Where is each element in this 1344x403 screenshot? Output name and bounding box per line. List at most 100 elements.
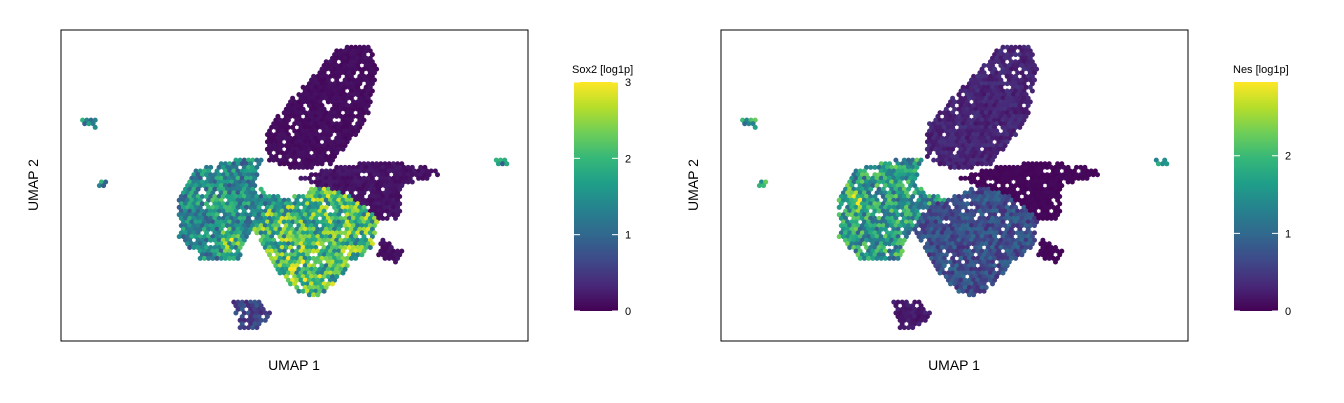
hex-cell [992, 204, 998, 210]
hex-cell [1040, 186, 1046, 192]
hex-cell [250, 223, 256, 229]
hex-cell [981, 157, 987, 163]
hex-cell [372, 223, 377, 229]
hex-cell [285, 139, 291, 145]
hex-cell [985, 266, 991, 272]
hex-cell [971, 103, 977, 108]
hex-cell [231, 212, 237, 218]
hex-cell [231, 241, 237, 247]
hex-cell [327, 168, 333, 174]
hex-cell [348, 132, 354, 138]
hex-cell [229, 230, 235, 236]
hex-cell [363, 84, 369, 90]
hex-cell [960, 121, 966, 127]
hex-cell [939, 266, 945, 272]
hex-cell [231, 175, 237, 181]
hex-cell [201, 248, 207, 254]
hex-cell [943, 157, 949, 163]
hex-cell [218, 255, 224, 261]
hex-cell [325, 84, 331, 90]
hex-cell [994, 223, 1000, 229]
hex-cell [201, 241, 207, 247]
hex-cell [273, 212, 279, 218]
hex-cell [315, 285, 321, 290]
hex-cell [390, 204, 396, 210]
hex-cell [340, 175, 346, 181]
hex-cell [969, 157, 974, 163]
hex-cell [1032, 77, 1037, 83]
hex-cell [971, 212, 977, 218]
hex-cell [304, 113, 310, 119]
hex-cell [843, 186, 848, 192]
hex-cell [204, 230, 209, 236]
hex-cell [996, 132, 1002, 138]
hex-cell [1042, 175, 1048, 181]
hex-cell [1006, 186, 1012, 192]
hex-cell [313, 84, 319, 90]
hex-cell [979, 66, 985, 72]
hex-cell [351, 84, 356, 90]
hex-cell [298, 212, 304, 218]
colorbar-tick-label: 2 [625, 153, 631, 165]
hex-cell [861, 175, 867, 181]
hex-cell [214, 204, 220, 210]
hex-cell [950, 277, 956, 283]
hex-cell [315, 277, 321, 283]
hex-cell [197, 241, 203, 247]
hex-cell [315, 204, 321, 210]
hex-cell [960, 164, 966, 170]
hex-cell [1027, 223, 1033, 229]
hex-cell [296, 121, 302, 127]
hex-cell [359, 223, 365, 229]
hex-cell [382, 248, 388, 254]
hex-cell [939, 259, 945, 265]
hex-cell [889, 194, 895, 199]
hex-cell [994, 77, 1000, 83]
hex-cell [332, 277, 338, 283]
hex-cell [212, 186, 218, 192]
hex-cell [992, 248, 998, 254]
hex-cell [996, 103, 1002, 108]
hex-cell [897, 223, 903, 229]
hex-cell [227, 241, 233, 247]
hex-cell [374, 168, 380, 174]
hex-cell [254, 223, 260, 229]
hex-cell [319, 212, 325, 218]
hex-cell [1088, 168, 1094, 174]
hex-cell [924, 204, 930, 210]
hex-cell [929, 204, 935, 210]
hex-cell [870, 255, 876, 261]
hex-cell [1004, 81, 1010, 87]
hex-cell [1000, 132, 1006, 138]
hex-cell [178, 223, 184, 229]
hex-cell [227, 204, 233, 210]
hex-cell [887, 241, 893, 247]
hex-cell [1036, 194, 1042, 199]
hex-cell [321, 121, 327, 127]
hex-cell [372, 77, 377, 83]
hex-cell [901, 157, 907, 163]
hex-cell [1008, 95, 1014, 101]
hex-cell [971, 292, 977, 298]
hex-cell [319, 161, 325, 167]
hex-cell [956, 150, 962, 156]
hex-cell [895, 241, 901, 247]
hex-cell [977, 77, 983, 83]
hex-cell [334, 259, 340, 265]
hex-cell [973, 266, 979, 272]
hex-cell [338, 259, 344, 265]
hex-cell [336, 66, 342, 72]
hex-cell [971, 139, 977, 145]
hex-cell [966, 139, 972, 145]
hex-cell [353, 168, 359, 174]
hex-cell [958, 248, 964, 254]
hex-cell [317, 186, 323, 192]
hex-cell [218, 204, 224, 210]
hex-cell [344, 95, 350, 101]
hex-cell [353, 255, 359, 261]
hex-cell [851, 194, 857, 199]
colorbar-tick-label: 2 [1285, 151, 1291, 163]
hex-cell [979, 248, 985, 254]
hex-cell [315, 103, 321, 108]
